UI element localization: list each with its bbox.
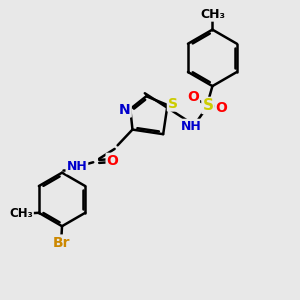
Text: CH₃: CH₃ (9, 207, 33, 220)
Text: S: S (202, 98, 214, 113)
Text: N: N (119, 103, 131, 116)
Text: O: O (187, 89, 199, 103)
Text: NH: NH (181, 120, 202, 133)
Text: NH: NH (67, 160, 87, 173)
Text: O: O (106, 154, 119, 168)
Text: S: S (168, 97, 178, 110)
Text: CH₃: CH₃ (200, 8, 225, 21)
Text: Br: Br (53, 236, 70, 250)
Text: O: O (215, 101, 227, 116)
